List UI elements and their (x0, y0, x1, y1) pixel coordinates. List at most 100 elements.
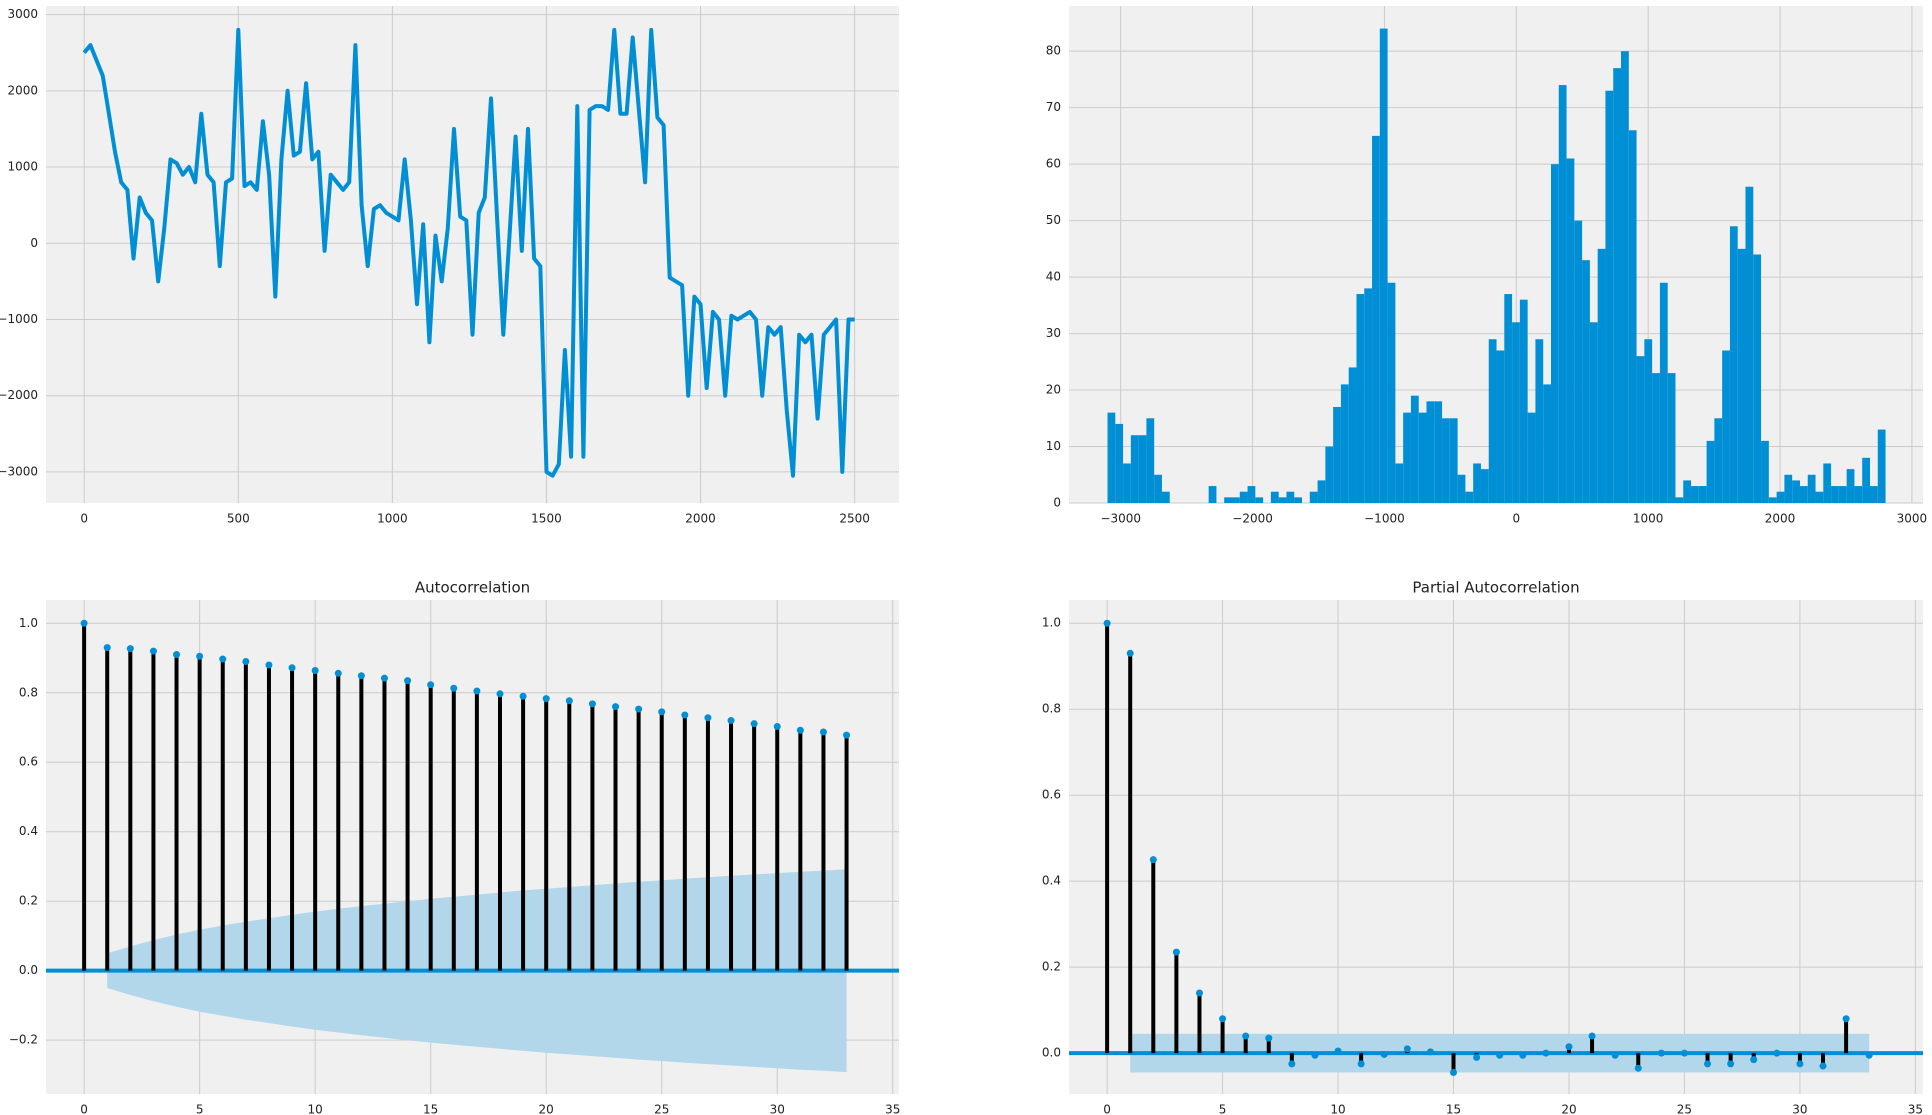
x-tick-label: 25 (1677, 1103, 1692, 1115)
y-tick-label: 10 (1046, 439, 1061, 453)
y-tick-label: 0.8 (19, 685, 38, 699)
marker (796, 726, 804, 734)
y-tick-label: 0.8 (1042, 702, 1061, 716)
bar (1231, 497, 1240, 503)
marker (80, 619, 88, 627)
x-tick-label: 30 (770, 1103, 785, 1115)
bar (1691, 486, 1699, 503)
bar (1465, 491, 1474, 503)
bar (1644, 339, 1653, 503)
bar (1652, 373, 1660, 503)
bar (1255, 497, 1264, 503)
bar (1854, 486, 1863, 503)
x-tick-label: 3000 (1897, 512, 1928, 526)
marker (357, 672, 365, 680)
marker (219, 655, 227, 663)
marker (242, 657, 250, 665)
x-tick-label: 15 (1446, 1103, 1461, 1115)
bar (1496, 350, 1505, 503)
marker (427, 681, 435, 689)
x-tick-label: 20 (1561, 1103, 1576, 1115)
marker (1773, 1049, 1781, 1057)
marker (1727, 1060, 1735, 1068)
y-tick-label: 60 (1046, 157, 1061, 171)
plot-area (1069, 600, 1923, 1094)
marker (103, 644, 111, 652)
bar (1745, 186, 1754, 503)
marker (681, 711, 689, 719)
marker (1519, 1051, 1527, 1059)
marker (1842, 1015, 1850, 1023)
bar (1846, 469, 1855, 503)
y-tick-label: −1000 (0, 312, 38, 326)
subplot: 0 5 10 15 20 25 30 35 0.0 0.2 0.4 0.6 0.8 1.0 Partial … (1042, 579, 1923, 1115)
marker (1680, 1049, 1688, 1057)
bar (1683, 480, 1692, 503)
marker (1450, 1069, 1458, 1077)
bar (1792, 480, 1800, 503)
bar (1543, 384, 1551, 503)
bar (1636, 356, 1645, 503)
y-tick-label: 0.0 (19, 963, 38, 977)
bar (1317, 480, 1326, 503)
y-tick-label: 2000 (7, 83, 38, 97)
y-tick-label: 80 (1046, 44, 1061, 58)
bar (1146, 418, 1155, 503)
x-tick-label: 15 (423, 1103, 438, 1115)
marks (46, 619, 899, 1073)
bar (1403, 412, 1411, 503)
bar (1566, 158, 1575, 503)
y-tick-label: 0 (30, 236, 38, 250)
marker (1195, 989, 1203, 997)
marker (1403, 1045, 1411, 1053)
bar (1776, 491, 1785, 503)
marker (173, 651, 181, 659)
bar (1138, 435, 1147, 503)
y-tick-label: 0.6 (19, 755, 38, 769)
bar (1364, 288, 1373, 503)
marker (196, 652, 204, 660)
y-tick-label: 3000 (7, 7, 38, 21)
marker (542, 695, 550, 703)
x-tick-label: 0 (1103, 1103, 1111, 1115)
bar (1395, 463, 1404, 503)
bar (1130, 435, 1139, 503)
marker (1496, 1051, 1504, 1059)
bar (1558, 85, 1567, 503)
bar (1659, 282, 1668, 503)
x-tick-label: 25 (654, 1103, 669, 1115)
bar (1123, 463, 1131, 503)
marks (1107, 28, 1886, 503)
y-tick-label: 70 (1046, 100, 1061, 114)
bar (1340, 384, 1349, 503)
marker (1750, 1056, 1758, 1064)
marker (1126, 649, 1134, 657)
x-tick-label: 0 (1512, 512, 1520, 526)
bar (1737, 248, 1746, 503)
marker (658, 708, 666, 716)
bar (1442, 418, 1450, 503)
x-tick-label: 5 (196, 1103, 204, 1115)
y-tick-label: −3000 (0, 464, 38, 478)
marker (1819, 1062, 1827, 1070)
x-tick-label: 30 (1792, 1103, 1807, 1115)
bar (1761, 440, 1769, 503)
bar (1621, 51, 1629, 503)
bar (1161, 491, 1170, 503)
marker (496, 690, 504, 698)
x-tick-label: 0 (80, 1103, 88, 1115)
x-tick-label: 35 (1908, 1103, 1923, 1115)
bar (1550, 164, 1559, 503)
chart-title: Autocorrelation (415, 579, 530, 597)
marks (82, 27, 855, 478)
marker (288, 664, 296, 672)
x-tick-label: 5 (1219, 1103, 1227, 1115)
bar (1667, 373, 1676, 503)
bar (1605, 90, 1614, 503)
marker (473, 687, 481, 695)
bar (1519, 299, 1528, 503)
line (82, 27, 855, 478)
bar (1333, 406, 1341, 503)
marker (773, 722, 781, 730)
